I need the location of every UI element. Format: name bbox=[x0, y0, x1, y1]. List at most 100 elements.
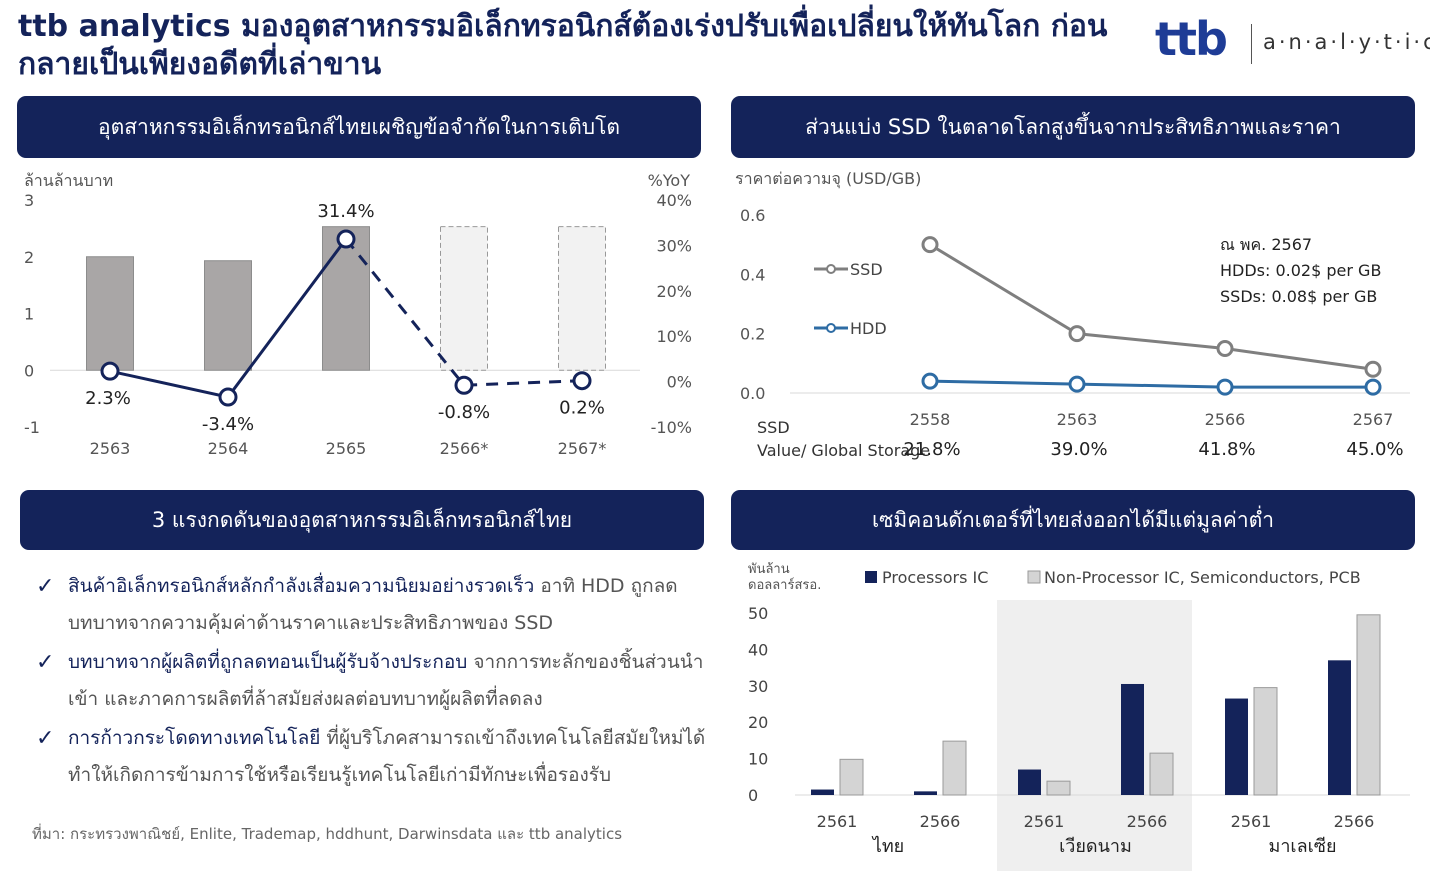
check-icon: ✓ bbox=[36, 650, 55, 675]
y-tick-label: 1 bbox=[24, 305, 34, 324]
y-tick-label: 0.2 bbox=[740, 325, 765, 344]
pressure-lead: สินค้าอิเล็กทรอนิกส์หลักกำลังเสื่อมความน… bbox=[68, 575, 535, 597]
y-tick-label: 0.4 bbox=[740, 265, 765, 284]
y-tick-label: 50 bbox=[748, 604, 768, 623]
hdd-price-point bbox=[1068, 375, 1086, 393]
value-bar bbox=[322, 226, 370, 371]
non-processor-bar bbox=[1046, 780, 1071, 796]
yoy-point bbox=[100, 361, 120, 381]
pressure-item-1: ✓ สินค้าอิเล็กทรอนิกส์หลักกำลังเสื่อมความ… bbox=[36, 568, 706, 642]
yoy-data-label: 31.4% bbox=[317, 201, 374, 222]
y-tick-label: 0 bbox=[748, 786, 758, 805]
processor-ic-bar bbox=[811, 789, 834, 795]
legend-label: SSD bbox=[850, 260, 883, 279]
x-tick-label: 2563 bbox=[90, 439, 131, 458]
y-axis-label: พันล้าน bbox=[748, 562, 790, 577]
legend-label: HDD bbox=[850, 319, 887, 338]
y-tick-label: 3 bbox=[24, 191, 34, 210]
ssd-price-line bbox=[929, 243, 1374, 371]
y2-tick-label: 0% bbox=[667, 373, 692, 392]
processor-ic-bar bbox=[914, 791, 937, 795]
pressure-list: ✓ สินค้าอิเล็กทรอนิกส์หลักกำลังเสื่อมความ… bbox=[36, 568, 706, 796]
panel-header-growth: อุตสาหกรรมอิเล็กทรอนิกส์ไทยเผชิญข้อจำกัด… bbox=[17, 96, 701, 158]
panel-header-semiconductor: เซมิคอนดักเตอร์ที่ไทยส่งออกได้มีแต่มูลค่… bbox=[731, 490, 1415, 550]
ttb-analytics-logo: ttb a·n·a·l·y·t·i·c·s bbox=[1155, 12, 1430, 68]
electronics-output-chart: ล้านล้านบาท %YoY 3 2 1 0 -1 40% 30% 20% 10% 0% -10% 2… bbox=[24, 171, 692, 458]
pressure-detail: จากการทะลักของชิ้นส่วนนำเข้า และภาคการผล… bbox=[68, 651, 704, 710]
source-note: ที่มา: กระทรวงพาณิชย์, Enlite, Trademap,… bbox=[32, 825, 623, 843]
y2-tick-label: 30% bbox=[656, 236, 692, 255]
y-tick-label: -1 bbox=[24, 418, 40, 437]
share-label: Value/ Global Storage bbox=[757, 441, 930, 460]
y-tick-label: 2 bbox=[24, 248, 34, 267]
x-tick-label: 2566 bbox=[1127, 812, 1168, 831]
hdd-price-point bbox=[1364, 378, 1382, 396]
yoy-data-label: -0.8% bbox=[438, 402, 490, 423]
non-processor-bar bbox=[1253, 687, 1278, 796]
logo-brand: ttb bbox=[1155, 12, 1228, 66]
processor-ic-bar bbox=[1328, 660, 1351, 795]
pressure-item-3: ✓ การก้าวกระโดดทางเทคโนโลยี ที่ผู้บริโภคส… bbox=[36, 720, 706, 794]
processor-ic-bar bbox=[1225, 698, 1248, 795]
x-tick-label: 2566* bbox=[440, 439, 489, 458]
y-axis-label: ดอลลาร์สรอ. bbox=[748, 577, 821, 593]
x-tick-label: 2566 bbox=[1334, 812, 1375, 831]
x-tick-label: 2561 bbox=[817, 812, 858, 831]
value-bar bbox=[204, 260, 252, 371]
yoy-data-label: -3.4% bbox=[202, 414, 254, 435]
y-tick-label: 40 bbox=[748, 640, 768, 659]
group-label: ไทย bbox=[871, 835, 904, 857]
check-icon: ✓ bbox=[36, 574, 55, 599]
logo-brand-text: ttb bbox=[1155, 12, 1228, 66]
legend-swatch bbox=[1027, 570, 1041, 584]
logo-divider bbox=[1251, 24, 1252, 64]
legend-swatch bbox=[865, 571, 877, 583]
y-tick-label: 10 bbox=[748, 750, 768, 769]
x-tick-label: 2564 bbox=[208, 439, 249, 458]
price-annotation: SSDs: 0.08$ per GB bbox=[1220, 287, 1377, 306]
share-value: 21.8% bbox=[903, 439, 960, 460]
non-processor-bar bbox=[1356, 614, 1381, 796]
yoy-point bbox=[454, 375, 474, 395]
y-tick-label: 0.6 bbox=[740, 206, 765, 225]
share-value: 45.0% bbox=[1346, 439, 1403, 460]
y2-axis-label: %YoY bbox=[648, 171, 691, 190]
legend-label: Non-Processor IC, Semiconductors, PCB bbox=[1044, 568, 1361, 587]
ssd-price-point bbox=[1068, 325, 1086, 343]
legend-marker bbox=[826, 264, 836, 274]
processor-ic-bar bbox=[1018, 769, 1041, 795]
value-bar bbox=[558, 226, 606, 371]
y-axis-label: ล้านล้านบาท bbox=[24, 171, 113, 190]
y-axis-label: ราคาต่อความจุ (USD/GB) bbox=[735, 169, 921, 189]
share-value: 41.8% bbox=[1198, 439, 1255, 460]
pressure-item-2: ✓ บทบาทจากผู้ผลิตที่ถูกลดทอนเป็นผู้รับจ้า… bbox=[36, 644, 706, 718]
x-tick-label: 2565 bbox=[326, 439, 367, 458]
ssd-price-point bbox=[921, 236, 939, 254]
x-tick-label: 2561 bbox=[1231, 812, 1272, 831]
pressure-lead: การก้าวกระโดดทางเทคโนโลยี bbox=[68, 727, 321, 749]
legend-label: Processors IC bbox=[882, 568, 988, 587]
x-tick-label: 2567* bbox=[558, 439, 607, 458]
panel-header-ssd: ส่วนแบ่ง SSD ในตลาดโลกสูงขึ้นจากประสิทธิ… bbox=[731, 96, 1415, 158]
x-tick-label: 2567 bbox=[1353, 410, 1394, 429]
legend-marker bbox=[826, 323, 836, 333]
non-processor-bar bbox=[839, 758, 864, 796]
processor-ic-bar bbox=[1121, 683, 1144, 795]
x-tick-label: 2563 bbox=[1057, 410, 1098, 429]
ssd-price-point bbox=[1364, 360, 1382, 378]
highlight-group-bg bbox=[997, 600, 1192, 871]
y-tick-label: 0 bbox=[24, 361, 34, 380]
y2-tick-label: 20% bbox=[656, 282, 692, 301]
share-value: 39.0% bbox=[1050, 439, 1107, 460]
yoy-point bbox=[336, 229, 356, 249]
y2-tick-label: 40% bbox=[656, 191, 692, 210]
yoy-point bbox=[572, 371, 592, 391]
y2-tick-label: 10% bbox=[656, 327, 692, 346]
hdd-price-line bbox=[929, 379, 1373, 389]
price-annotation: ณ พค. 2567 bbox=[1220, 235, 1312, 254]
y-tick-label: 0.0 bbox=[740, 384, 765, 403]
hdd-price-point bbox=[1216, 378, 1234, 396]
value-bar bbox=[440, 226, 488, 371]
group-label: เวียดนาม bbox=[1059, 836, 1132, 857]
pressure-detail: อาทิ HDD ถูกลดบทบาทจากความคุ้มค่าด้านราค… bbox=[68, 575, 678, 634]
